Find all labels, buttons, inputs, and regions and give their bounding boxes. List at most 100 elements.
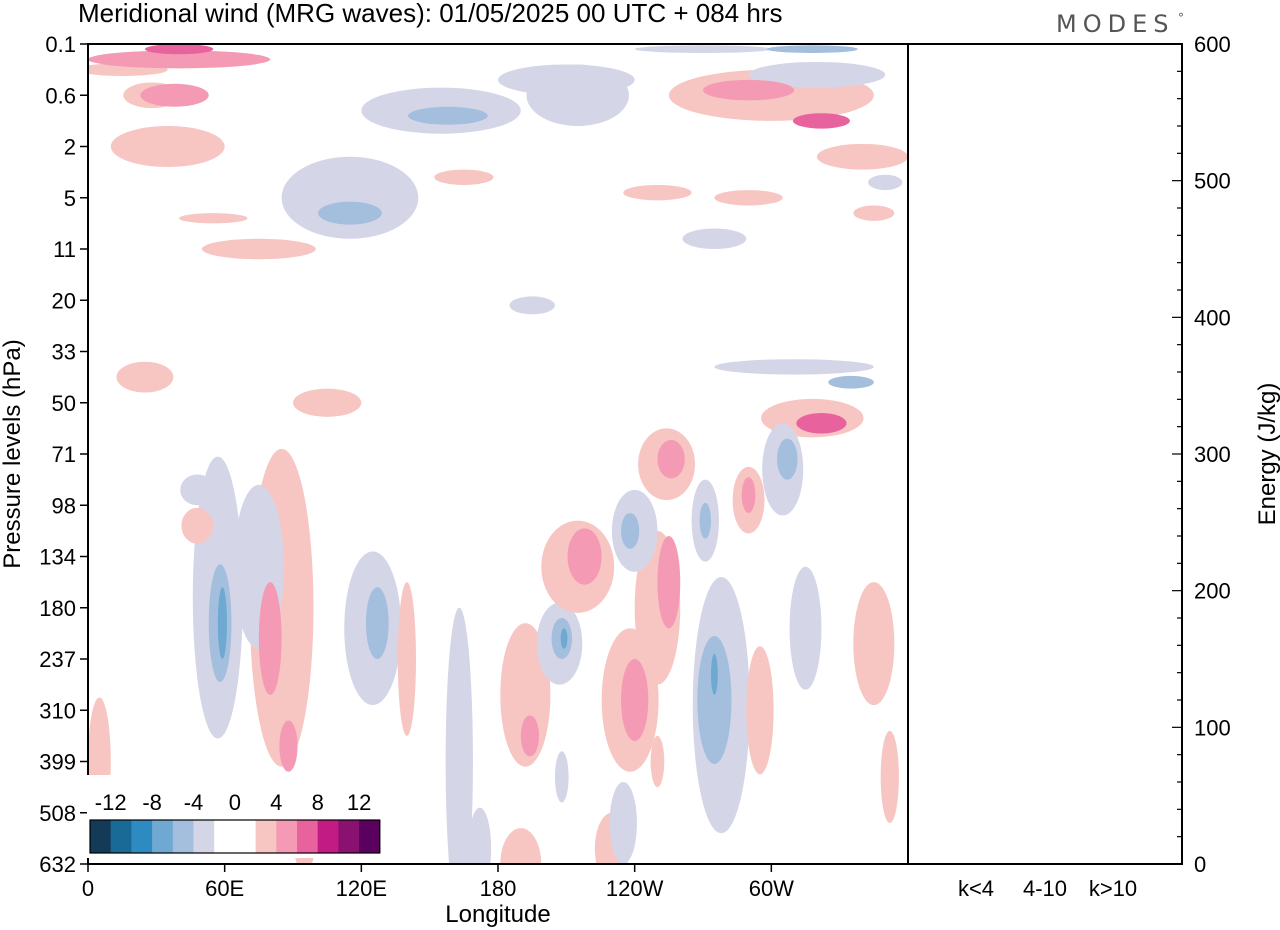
colorbar-swatch	[359, 820, 381, 853]
pressure-tick-label: 632	[39, 852, 76, 877]
energy-bar	[954, 863, 998, 864]
pressure-tick-label: 310	[39, 698, 76, 723]
colorbar-swatch	[110, 820, 132, 853]
pressure-tick-label: 508	[39, 801, 76, 826]
colorbar-swatch	[152, 820, 174, 853]
pressure-tick-label: 399	[39, 750, 76, 775]
positive-wind-region	[880, 730, 899, 823]
positive-wind-region	[116, 361, 174, 393]
energy-tick-label: 300	[1194, 442, 1231, 467]
negative-wind-region	[789, 566, 822, 690]
colorbar-tick-label: 0	[229, 790, 241, 815]
colorbar-swatch	[172, 820, 194, 853]
wind-field	[88, 44, 908, 864]
energy-categories: k<4 4-10 k>10	[958, 876, 1137, 901]
positive-wind-region	[144, 44, 214, 55]
positive-wind-region	[796, 413, 847, 434]
y-axis-label: Pressure levels (hPa)	[0, 339, 26, 568]
chart-title: Meridional wind (MRG waves): 01/05/2025 …	[78, 0, 783, 28]
x-axis-label: Longitude	[445, 901, 550, 928]
positive-wind-region	[792, 113, 850, 129]
positive-wind-region	[293, 388, 362, 417]
colorbar-swatch	[193, 820, 215, 853]
positive-wind-region	[567, 528, 602, 585]
positive-wind-region	[434, 169, 494, 185]
positive-wind-region	[500, 828, 542, 864]
positive-wind-region	[853, 205, 895, 221]
longitude-tick-label: 60E	[205, 876, 244, 901]
negative-wind-region	[318, 201, 382, 225]
longitude-tick-label: 120W	[606, 876, 664, 901]
energy-category-label: k>10	[1089, 876, 1137, 901]
energy-tick-label: 400	[1194, 305, 1231, 330]
colorbar-swatch	[297, 820, 319, 853]
negative-wind-region	[365, 587, 389, 659]
positive-wind-region	[657, 536, 681, 629]
energy-bars	[954, 863, 1135, 864]
pressure-tick-label: 50	[52, 391, 76, 416]
positive-wind-region	[741, 477, 756, 513]
positive-wind-region	[623, 184, 692, 201]
negative-wind-region	[777, 438, 798, 480]
colorbar-swatch	[234, 820, 256, 853]
energy-category-label: 4-10	[1023, 876, 1067, 901]
colorbar-tick-label: -4	[184, 790, 204, 815]
negative-wind-region	[408, 106, 488, 125]
energy-tick-label: 500	[1194, 169, 1231, 194]
negative-wind-region	[468, 807, 492, 864]
longitude-axis: 0 60E 120E 180 120W 60W	[82, 864, 794, 901]
positive-wind-region	[650, 735, 665, 788]
colorbar-swatch	[317, 820, 339, 853]
energy-axis: 0 100 200 300 400 500 600	[1172, 32, 1231, 877]
energy-tick-label: 0	[1194, 852, 1206, 877]
negative-wind-region	[682, 228, 747, 249]
energy-category-label: k<4	[958, 876, 994, 901]
energy-tick-label: 100	[1194, 715, 1231, 740]
negative-wind-region	[526, 64, 629, 126]
colorbar-tick-label: 12	[347, 790, 371, 815]
colorbar-swatch	[255, 820, 277, 853]
pressure-axis: 0.1 0.6 2 5 11 20 33 50 71 98 134 180 237 310 399 508 63…	[39, 32, 88, 877]
colorbar-tick-label: 4	[270, 790, 282, 815]
negative-wind-region	[621, 512, 640, 549]
energy-bar	[1091, 863, 1135, 864]
positive-wind-region	[853, 582, 895, 706]
positive-wind-region	[179, 213, 248, 224]
negative-wind-region	[828, 375, 874, 389]
negative-wind-region	[609, 782, 637, 864]
colorbar-swatch	[338, 820, 360, 853]
negative-wind-region	[509, 296, 555, 315]
y-axis-right-label: Energy (J/kg)	[1254, 383, 1280, 526]
negative-wind-region	[868, 174, 903, 191]
pressure-tick-label: 5	[64, 186, 76, 211]
energy-panel-frame	[907, 43, 1183, 865]
negative-wind-region	[748, 61, 886, 88]
negative-wind-region	[634, 45, 772, 53]
colorbar-tick-label: -8	[142, 790, 162, 815]
colorbar-swatch	[276, 820, 298, 853]
longitude-tick-label: 60W	[749, 876, 794, 901]
colorbar: -12 -8 -4 0 4 8 12	[87, 775, 383, 858]
negative-wind-region	[281, 156, 419, 239]
brand-mark: °	[1178, 11, 1184, 25]
pressure-tick-label: 134	[39, 545, 76, 570]
negative-wind-region	[697, 635, 732, 765]
energy-tick-label: 200	[1194, 579, 1231, 604]
positive-wind-region	[657, 439, 685, 479]
colorbar-tick-label: 8	[312, 790, 324, 815]
positive-wind-region	[816, 143, 908, 170]
positive-wind-region	[714, 190, 783, 206]
positive-wind-region	[397, 582, 416, 736]
longitude-tick-label: 120E	[336, 876, 387, 901]
colorbar-swatch	[90, 820, 112, 853]
pressure-tick-label: 0.1	[45, 32, 76, 57]
colorbar-frame	[89, 819, 381, 854]
colorbar-swatch	[214, 820, 236, 853]
positive-wind-region	[703, 79, 795, 101]
pressure-tick-label: 98	[52, 493, 76, 518]
positive-wind-region	[110, 126, 225, 167]
negative-wind-region	[766, 45, 858, 53]
pressure-tick-label: 180	[39, 596, 76, 621]
colorbar-tick-label: -12	[95, 790, 127, 815]
